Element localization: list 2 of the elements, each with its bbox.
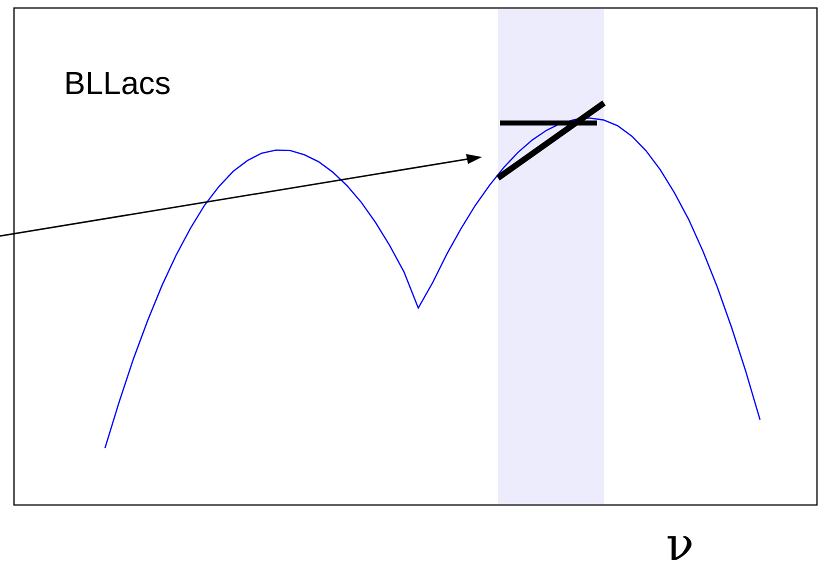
- text: BLLacs: [64, 65, 171, 101]
- x-axis-title: ν: [666, 517, 694, 568]
